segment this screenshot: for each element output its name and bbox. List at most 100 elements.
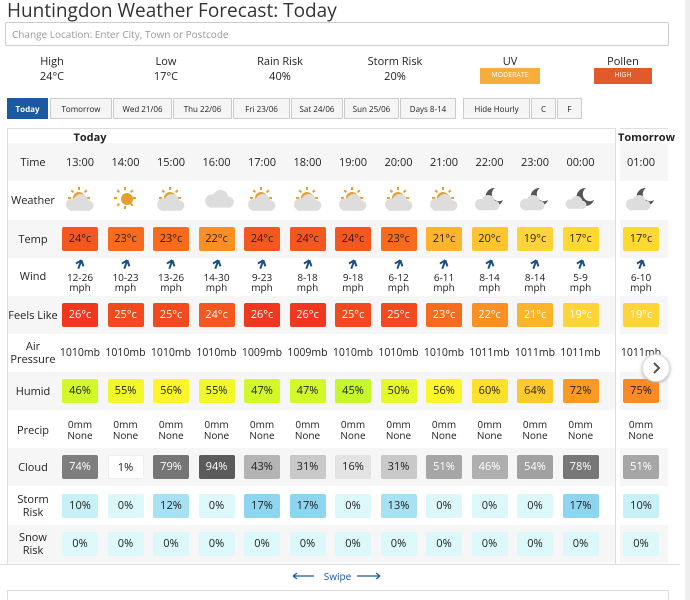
wind-arrow bbox=[120, 259, 130, 270]
precip-amount: 0mm bbox=[249, 417, 275, 431]
feels-cell: 26°c bbox=[62, 303, 98, 327]
humid-cell: 56% bbox=[153, 379, 189, 403]
scroll-right-button[interactable] bbox=[642, 354, 670, 382]
summary-badge: HIGH bbox=[594, 68, 652, 84]
wind-speed: 9-18 bbox=[342, 270, 364, 284]
cloud-cell: 51% bbox=[426, 455, 462, 479]
wind-unit: mph bbox=[160, 280, 182, 294]
storm-cell: 0% bbox=[471, 494, 508, 518]
option-button[interactable]: C bbox=[531, 98, 556, 119]
humid-cell: 46% bbox=[62, 379, 98, 403]
row-label: Wind bbox=[8, 262, 58, 290]
weather-icon bbox=[339, 187, 367, 211]
temp-cell: 24°c bbox=[335, 227, 371, 251]
option-button[interactable]: F bbox=[557, 98, 582, 119]
time-cell: 23:00 bbox=[520, 155, 550, 170]
summary-value: 17°C bbox=[153, 69, 179, 84]
precip-desc: None bbox=[476, 428, 503, 442]
snow-cell: 0% bbox=[471, 532, 508, 556]
row-label: Weather bbox=[8, 186, 58, 214]
day-tab[interactable]: Sat 24/06 bbox=[291, 98, 343, 119]
row-label-text: Time bbox=[20, 154, 46, 170]
day-tab[interactable]: Today bbox=[7, 98, 48, 119]
scrollbar bbox=[685, 0, 690, 600]
wind-speed: 13-26 bbox=[157, 270, 185, 284]
time-cell: 16:00 bbox=[202, 155, 231, 170]
precip-desc: None bbox=[385, 428, 412, 442]
search-placeholder: Change Location: Enter City, Town or Pos… bbox=[12, 27, 229, 41]
weather-icon bbox=[66, 187, 94, 211]
storm-cell: 0% bbox=[107, 494, 144, 518]
row-label: Humid bbox=[8, 377, 58, 405]
wind-unit: mph bbox=[251, 280, 273, 294]
wind-speed: 8-14 bbox=[524, 270, 546, 284]
row-label: Cloud bbox=[8, 453, 58, 481]
time-cell: 21:00 bbox=[429, 155, 459, 170]
storm-cell: 0% bbox=[198, 494, 235, 518]
day-tab[interactable]: Tomorrow bbox=[50, 98, 112, 119]
precip-amount: 0mm bbox=[431, 417, 457, 431]
temp-cell: 23°c bbox=[380, 227, 417, 251]
wind-speed: 6-10 bbox=[630, 270, 652, 284]
cloud-cell: 74% bbox=[62, 455, 98, 479]
precip-amount: 0mm bbox=[158, 417, 184, 431]
summary-label: Storm Risk bbox=[367, 54, 423, 69]
wind-arrow bbox=[484, 259, 494, 270]
storm-cell: 17% bbox=[244, 494, 280, 518]
precip-amount: 0mm bbox=[204, 417, 229, 431]
humid-cell: 72% bbox=[562, 379, 599, 403]
storm-cell: 10% bbox=[62, 494, 98, 518]
row-label-text: Humid bbox=[15, 383, 51, 399]
day-tab[interactable]: Fri 23/06 bbox=[233, 98, 290, 119]
row-bg bbox=[620, 143, 668, 181]
swipe-arrows bbox=[292, 572, 381, 580]
weather-icon bbox=[565, 187, 594, 209]
storm-cell: 17% bbox=[562, 494, 599, 518]
wind-speed: 5-9 bbox=[573, 270, 588, 284]
precip-desc: None bbox=[158, 428, 184, 442]
day-tab[interactable]: Days 8-14 bbox=[400, 98, 456, 119]
day-tab[interactable]: Wed 21/06 bbox=[113, 98, 172, 119]
temp-cell: 24°c bbox=[289, 227, 326, 251]
wind-arrow bbox=[530, 259, 540, 270]
feels-cell: 24°c bbox=[198, 303, 235, 327]
summary-label: Rain Risk bbox=[257, 54, 303, 69]
snow-cell: 0% bbox=[335, 532, 371, 556]
precip-amount: 0mm bbox=[568, 417, 593, 431]
wind-speed: 14-30 bbox=[203, 270, 230, 284]
temp-cell: 23°c bbox=[153, 227, 189, 251]
search-box[interactable]: Change Location: Enter City, Town or Pos… bbox=[5, 22, 669, 46]
temp-cell: 23°c bbox=[107, 227, 144, 251]
row-label-text: Snow Risk bbox=[19, 530, 47, 558]
snow-cell: 0% bbox=[244, 532, 280, 556]
precip-desc: None bbox=[431, 428, 457, 442]
humid-cell: 55% bbox=[107, 379, 144, 403]
cloud-cell: 31% bbox=[289, 455, 326, 479]
humid-cell: 50% bbox=[380, 379, 417, 403]
snow-cell: 0% bbox=[198, 532, 235, 556]
feels-cell: 22°c bbox=[471, 303, 508, 327]
day-tab[interactable]: Sun 25/06 bbox=[344, 98, 399, 119]
row-bg bbox=[8, 143, 615, 181]
precip-amount: 0mm bbox=[340, 417, 366, 431]
option-button[interactable]: Hide Hourly bbox=[463, 98, 530, 119]
day-tab[interactable]: Thu 22/06 bbox=[173, 98, 232, 119]
precip-desc: None bbox=[249, 428, 275, 442]
time-cell: 18:00 bbox=[293, 155, 322, 170]
row-label: Precip bbox=[8, 416, 58, 444]
precip-desc: None bbox=[203, 428, 230, 442]
summary-value: 40% bbox=[269, 69, 291, 84]
humid-cell: 60% bbox=[471, 379, 508, 403]
summary-value: 20% bbox=[384, 69, 406, 84]
summary-label: High bbox=[40, 54, 64, 69]
humid-cell: 47% bbox=[289, 379, 326, 403]
wind-speed: 6-11 bbox=[433, 270, 455, 284]
pressure-cell: 1010mb bbox=[423, 346, 465, 360]
time-cell: 00:00 bbox=[566, 155, 595, 170]
page-title: Huntingdon Weather Forecast: Today bbox=[7, 0, 337, 23]
storm-cell: 0% bbox=[426, 494, 462, 518]
wind-unit: mph bbox=[524, 280, 546, 294]
wind-arrow bbox=[348, 259, 358, 270]
pressure-cell: 1010mb bbox=[105, 346, 146, 360]
